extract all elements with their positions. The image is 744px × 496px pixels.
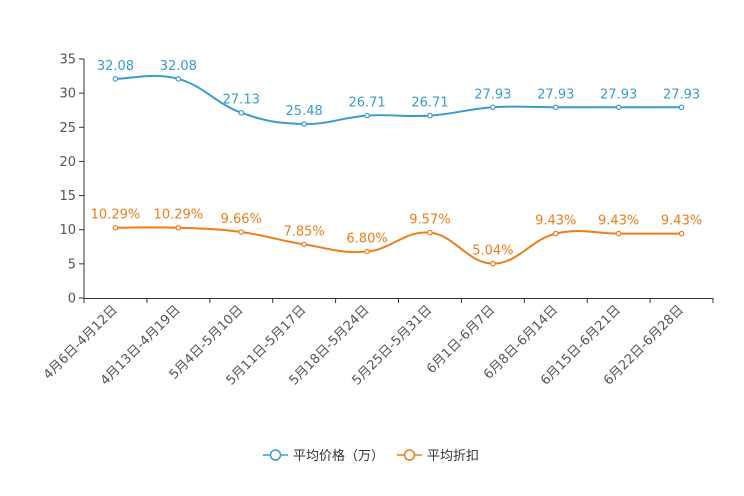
data-label: 32.08: [97, 59, 134, 74]
data-point: [615, 230, 622, 237]
data-point: [427, 112, 433, 119]
y-tick-label: 30: [59, 87, 76, 102]
data-point: [490, 104, 496, 111]
legend-swatch-marker: [403, 449, 416, 461]
y-tick-label: 0: [68, 292, 76, 307]
data-point: [175, 224, 182, 231]
data-label: 9.43%: [535, 214, 576, 229]
y-tick-label: 25: [59, 121, 76, 136]
data-label: 5.04%: [472, 244, 513, 259]
data-label: 25.48: [286, 104, 323, 119]
data-label: 6.80%: [346, 232, 387, 247]
data-point: [490, 260, 496, 267]
data-point: [678, 230, 685, 237]
data-label: 27.13: [223, 93, 260, 108]
data-point: [552, 230, 559, 237]
legend-item: 平均折扣: [397, 449, 479, 464]
data-label: 32.08: [160, 59, 197, 74]
data-point: [552, 104, 559, 111]
data-label: 27.93: [663, 87, 700, 102]
data-point: [364, 248, 370, 255]
y-tick-label: 20: [59, 155, 76, 170]
series-line: [115, 74, 682, 126]
data-point: [678, 104, 685, 111]
data-point: [112, 224, 119, 231]
data-label: 9.57%: [409, 213, 450, 228]
data-point: [301, 241, 307, 248]
y-tick-label: 35: [59, 53, 76, 68]
y-tick-label: 5: [68, 257, 76, 272]
data-label: 10.29%: [91, 208, 141, 223]
data-point: [238, 109, 245, 116]
data-point: [238, 229, 245, 235]
data-point: [427, 229, 433, 236]
legend-swatch-marker: [269, 449, 282, 461]
series-line: [115, 226, 682, 265]
series-0: 32.08 32.08 27.13 25.48 26.71 26.71 27.93 27.93…: [97, 59, 700, 127]
data-label: 7.85%: [283, 224, 324, 239]
data-label: 27.93: [537, 87, 574, 102]
series-1: 10.29% 10.29% 9.66% 7.85% 6.80% 9.57% 5.04% 9.4…: [91, 208, 702, 267]
data-point: [175, 76, 182, 82]
data-label: 9.43%: [661, 214, 702, 229]
data-point: [615, 104, 622, 111]
data-label: 27.93: [474, 87, 511, 102]
legend-label: 平均价格（万）: [293, 448, 384, 464]
data-label: 10.29%: [154, 208, 204, 223]
legend-item: 平均价格（万）: [263, 448, 384, 464]
series-lines: 32.08 32.08 27.13 25.48 26.71 26.71 27.93 27.93…: [91, 59, 702, 267]
y-tick-label: 15: [59, 189, 76, 204]
y-tick-label: 10: [59, 223, 76, 238]
legend: 平均价格（万） 平均折扣: [263, 448, 479, 464]
data-label: 26.71: [348, 96, 385, 111]
data-label: 26.71: [411, 96, 448, 111]
data-label: 27.93: [600, 87, 637, 102]
data-point: [112, 76, 119, 82]
data-point: [364, 112, 370, 119]
data-point: [301, 121, 307, 127]
legend-label: 平均折扣: [427, 449, 479, 464]
data-label: 9.66%: [221, 212, 262, 227]
data-label: 9.43%: [598, 214, 639, 229]
